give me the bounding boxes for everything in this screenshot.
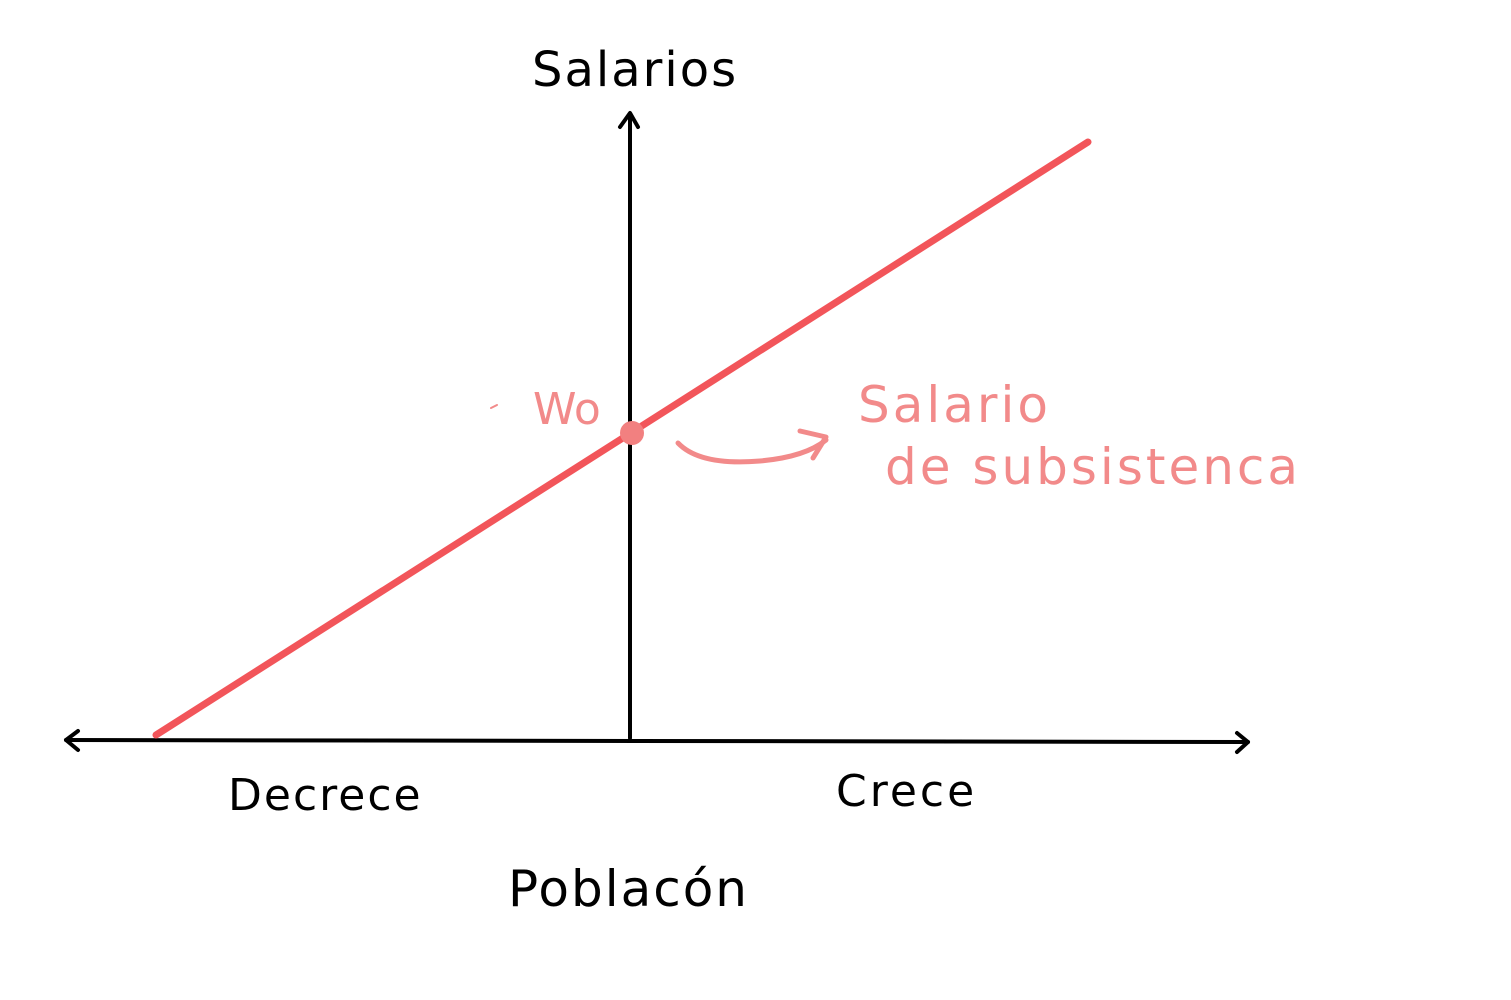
stray-mark bbox=[490, 404, 498, 409]
wo-point bbox=[620, 421, 644, 445]
annotation-arrow bbox=[675, 428, 829, 465]
x-left-label: Decrece bbox=[228, 770, 423, 821]
x-axis-left-arrowhead bbox=[64, 729, 80, 752]
annotation-line-1: Salario bbox=[858, 376, 1051, 434]
point-label: Wo bbox=[533, 384, 601, 435]
annotation-line-2: de subsistenca bbox=[885, 438, 1301, 496]
x-axis-right-arrowhead bbox=[1235, 731, 1250, 754]
y-axis-arrowhead bbox=[618, 111, 640, 129]
y-axis-label: Salarios bbox=[532, 42, 738, 98]
x-axis-label: Poblacón bbox=[508, 860, 749, 918]
x-right-label: Crece bbox=[836, 766, 977, 817]
x-axis bbox=[64, 729, 1250, 754]
